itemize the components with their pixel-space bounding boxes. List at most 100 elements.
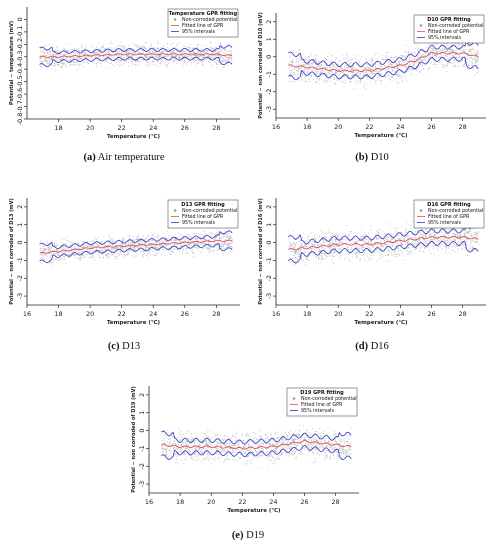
data-point — [446, 233, 448, 235]
data-point — [424, 247, 426, 249]
data-point — [386, 75, 388, 77]
data-point — [85, 44, 87, 46]
data-point — [139, 46, 141, 48]
data-point — [231, 59, 233, 61]
data-point — [453, 243, 455, 245]
data-point — [292, 254, 294, 256]
data-point — [410, 242, 412, 244]
data-point — [352, 240, 354, 242]
data-point — [130, 245, 132, 247]
data-point — [435, 55, 437, 57]
data-point — [81, 250, 83, 252]
data-point — [78, 64, 80, 66]
data-point — [121, 246, 123, 248]
data-point — [149, 51, 151, 53]
data-point — [210, 61, 212, 63]
data-point — [326, 79, 328, 81]
data-point — [175, 240, 177, 242]
data-point — [125, 55, 127, 57]
data-point — [433, 235, 435, 237]
data-point — [447, 228, 449, 230]
data-point — [203, 235, 205, 237]
data-point — [127, 235, 129, 237]
data-point — [400, 236, 402, 238]
data-point — [111, 237, 113, 239]
data-point — [154, 255, 156, 257]
data-point — [134, 246, 136, 248]
data-point — [439, 56, 441, 58]
data-point — [459, 238, 461, 240]
data-point — [338, 74, 340, 76]
data-point — [198, 55, 200, 57]
data-point — [222, 232, 224, 234]
data-point — [171, 237, 173, 239]
data-point — [203, 247, 205, 249]
data-point — [224, 52, 226, 54]
data-point — [76, 57, 78, 59]
data-point — [419, 70, 421, 72]
data-point — [328, 246, 330, 248]
data-point — [408, 52, 410, 54]
data-point — [138, 240, 140, 242]
data-point — [355, 250, 357, 252]
data-point — [451, 246, 453, 248]
data-point — [192, 243, 194, 245]
data-point — [93, 253, 95, 255]
data-point — [174, 54, 176, 56]
data-point — [178, 246, 180, 248]
data-point — [98, 59, 100, 61]
data-point — [345, 241, 347, 243]
data-point — [111, 50, 113, 52]
data-point — [391, 242, 393, 244]
data-point — [404, 239, 406, 241]
data-point — [433, 228, 435, 230]
data-point — [193, 244, 195, 246]
data-point — [43, 52, 45, 54]
data-point — [118, 249, 120, 251]
data-point — [317, 247, 319, 249]
data-point — [357, 240, 359, 242]
data-point — [476, 56, 478, 58]
data-point — [78, 54, 80, 56]
data-point — [50, 247, 52, 249]
data-point — [335, 71, 337, 73]
data-point — [212, 53, 214, 55]
data-point — [343, 73, 345, 75]
data-point — [163, 51, 165, 53]
data-point — [47, 62, 49, 64]
data-point — [205, 50, 207, 52]
data-point — [54, 249, 56, 251]
data-point — [149, 56, 151, 58]
data-point — [75, 64, 77, 66]
data-point — [394, 252, 396, 254]
data-point — [167, 53, 169, 55]
data-point — [129, 50, 131, 52]
data-point — [426, 46, 428, 48]
data-point — [168, 49, 170, 51]
data-point — [367, 66, 369, 68]
data-point — [472, 59, 474, 61]
data-point — [375, 249, 377, 251]
data-point — [299, 255, 301, 257]
data-point — [418, 52, 420, 54]
data-point — [319, 243, 321, 245]
data-point — [225, 49, 227, 51]
data-point — [428, 250, 430, 252]
data-point — [471, 61, 473, 63]
data-point — [415, 247, 417, 249]
data-point — [108, 67, 110, 69]
data-point — [426, 50, 428, 52]
data-point — [347, 60, 349, 62]
data-point — [98, 255, 100, 257]
data-point — [175, 54, 177, 56]
data-point — [315, 69, 317, 71]
data-point — [198, 243, 200, 245]
data-point — [88, 250, 90, 252]
data-point — [63, 52, 65, 54]
data-point — [227, 50, 229, 52]
data-point — [333, 247, 335, 249]
data-point — [139, 240, 141, 242]
data-point — [106, 59, 108, 61]
data-point — [420, 56, 422, 58]
data-point — [451, 45, 453, 47]
